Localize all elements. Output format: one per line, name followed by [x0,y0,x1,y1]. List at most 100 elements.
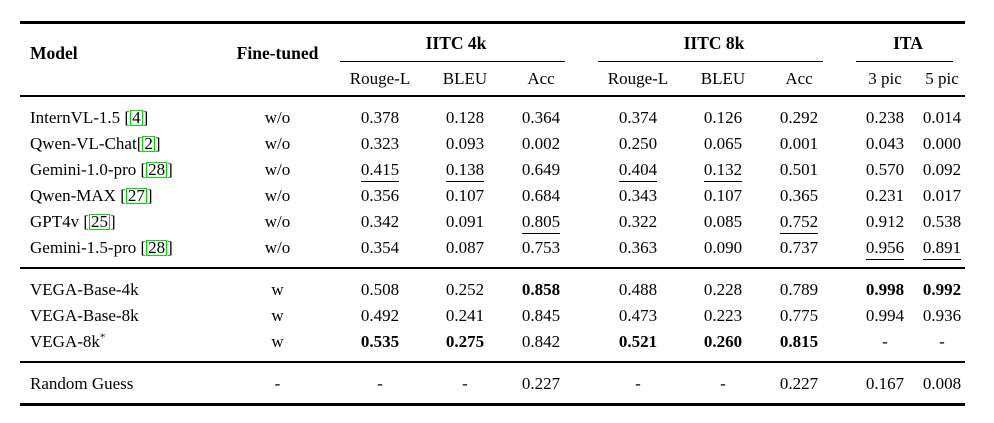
column-gap [577,235,593,269]
metric-value: 0.845 [521,306,561,325]
metric-value: 0.093 [445,134,485,153]
model-name: VEGA-Base-8k [30,306,139,325]
fine-tuned-value: - [274,374,281,393]
metric-value: 0.508 [360,280,400,299]
column-gap [577,268,593,303]
group-header-iitc-8k: IITC 8k [593,23,835,63]
metric-value: 0.936 [922,306,962,325]
metric-value: 0.043 [865,134,905,153]
metric-value: 0.342 [360,212,400,231]
citation-link[interactable]: 28 [146,238,168,257]
subheader-3pic: 3 pic [851,62,919,97]
column-gap [577,22,593,97]
subheader-rouge-l-8k: Rouge-L [593,62,683,97]
metric-value: 0.091 [445,212,485,231]
table-row: VEGA-Base-8k w 0.492 0.241 0.845 0.473 0.223 0.… [20,303,965,329]
metric-value: 0.017 [922,186,962,205]
model-name: VEGA-Base-4k [30,280,139,299]
column-gap [577,362,593,405]
column-gap [835,183,851,209]
metric-value: 0.323 [360,134,400,153]
metric-value: 0.775 [779,306,819,325]
fine-tuned-value: w [271,280,284,299]
metric-value: 0.167 [865,374,905,393]
metric-value: 0.252 [445,280,485,299]
metric-value: 0.570 [865,160,905,179]
metric-value: 0.473 [618,306,658,325]
fine-tuned-value: w/o [220,235,335,269]
metric-value: 0.538 [922,212,962,231]
metric-value: - [377,374,383,393]
model-name: Random Guess [30,374,134,393]
citation-link[interactable]: 28 [146,160,168,179]
sub-header-row: Rouge-L BLEU Acc Rouge-L BLEU Acc 3 pic … [20,62,966,97]
column-gap [835,303,851,329]
table-row: InternVL-1.5 [4] w/o 0.378 0.128 0.364 0.374 0… [20,96,965,131]
metric-value: 0.956 [851,235,919,269]
metric-value: 0.684 [521,186,561,205]
column-gap [577,157,593,183]
metric-value: 0.488 [618,280,658,299]
column-gap [835,22,851,97]
metric-value: 0.132 [683,157,763,183]
metric-value: 0.231 [865,186,905,205]
column-gap [577,209,593,235]
metric-value: 0.998 [865,280,905,299]
metric-value: 0.275 [425,329,505,363]
subheader-5pic: 5 pic [919,62,966,97]
fine-tuned-value: w [271,306,284,325]
model-name: Gemini-1.5-pro [28] [20,235,220,269]
citation-link[interactable]: 25 [89,212,111,231]
metric-value: 0.737 [763,235,835,269]
citation-link[interactable]: 4 [130,108,143,127]
group-header-iitc-4k: IITC 4k [335,23,577,63]
header-model: Model [20,22,220,97]
metric-value: 0.085 [703,212,743,231]
model-name: Qwen-MAX [27] [30,186,153,205]
column-gap [835,268,851,303]
metric-value: 0.649 [521,160,561,179]
metric-value: 0.789 [779,280,819,299]
metric-value: - [635,374,641,393]
metric-value: 0.238 [865,108,905,127]
citation-link[interactable]: 27 [125,186,147,205]
model-name: GPT4v [25] [30,212,116,231]
column-gap [835,362,851,405]
metric-value: 0.858 [521,280,561,299]
results-table: Model Fine-tuned IITC 4k IITC 8k ITA Rou… [20,21,966,406]
model-name: Gemini-1.0-pro [28] [30,160,173,179]
column-gap [835,209,851,235]
metric-value: 0.107 [703,186,743,205]
header-fine-tuned: Fine-tuned [220,22,335,97]
column-gap [835,329,851,363]
column-gap [835,157,851,183]
metric-value: 0.322 [618,212,658,231]
metric-value: 0.356 [360,186,400,205]
metric-value: 0.227 [521,374,561,393]
metric-value: 0.752 [763,209,835,235]
model-name: VEGA-8k* [20,329,220,363]
metric-value: 0.008 [922,374,962,393]
table-row: VEGA-Base-4k w 0.508 0.252 0.858 0.488 0.228 0.… [20,268,965,303]
metric-value: 0.223 [703,306,743,325]
metric-value: 0.087 [425,235,505,269]
metric-value: 0.374 [618,108,658,127]
citation-link[interactable]: 2 [142,134,155,153]
metric-value: 0.000 [922,134,962,153]
metric-value: 0.378 [360,108,400,127]
metric-value: 0.250 [618,134,658,153]
column-gap [835,235,851,269]
asterisk-marker: * [99,331,106,344]
model-name: Qwen-VL-Chat[2] [30,134,161,153]
fine-tuned-value: w/o [264,186,291,205]
metric-value: 0.126 [703,108,743,127]
metric-value: - [462,374,468,393]
metric-value: - [720,374,726,393]
metric-value: 0.492 [360,306,400,325]
table-row: GPT4v [25] w/o 0.342 0.091 0.805 0.322 0.085 0.… [20,209,965,235]
metric-value: 0.753 [505,235,577,269]
metric-value: 0.014 [922,108,962,127]
metric-value: 0.415 [335,157,425,183]
subheader-bleu-8k: BLEU [683,62,763,97]
